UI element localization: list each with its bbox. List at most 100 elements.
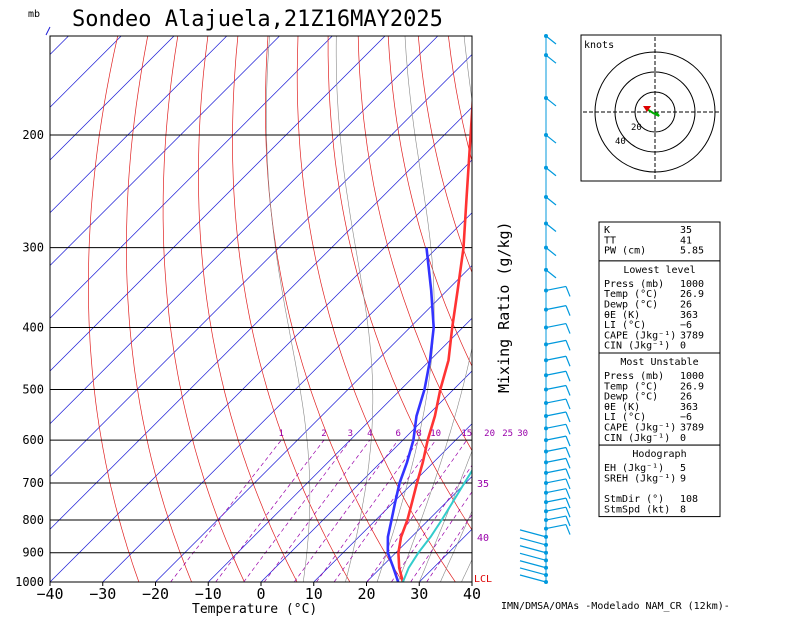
index-name: PW (cm) bbox=[604, 246, 646, 257]
index-value: 5.85 bbox=[680, 246, 704, 257]
dry-adiabat-line bbox=[296, 36, 456, 582]
wind-barb bbox=[519, 537, 547, 546]
wind-barb bbox=[545, 457, 567, 463]
index-name: Dewp (°C) bbox=[604, 392, 658, 403]
wind-barb bbox=[545, 506, 567, 512]
mixing-ratio-value: 15 bbox=[461, 429, 472, 439]
wind-barb bbox=[565, 398, 571, 410]
pressure-tick-label: 1000 bbox=[15, 575, 44, 589]
wind-barb bbox=[545, 523, 567, 530]
index-name: Press (mb) bbox=[604, 279, 664, 290]
wind-barb bbox=[519, 567, 547, 576]
dry-adiabat-line bbox=[779, 36, 800, 582]
index-name: Dewp (°C) bbox=[604, 300, 658, 311]
moist-adiabat-line bbox=[335, 36, 374, 582]
wind-barb bbox=[565, 385, 571, 396]
pressure-axis: 1000 900 800 700 600 500 400 300 200 bbox=[15, 128, 44, 589]
unit-tick bbox=[45, 26, 51, 36]
isotherm-line bbox=[50, 36, 175, 161]
dry-adiabat-line bbox=[719, 36, 800, 582]
wind-barb bbox=[545, 339, 567, 345]
isotherm-line bbox=[50, 54, 472, 477]
temperature-tick-label: 30 bbox=[410, 585, 428, 603]
wind-level-dot bbox=[544, 509, 548, 514]
temperature-tick-label: −20 bbox=[142, 585, 169, 603]
temperature-profile bbox=[397, 92, 472, 582]
mixing-ratio-axis-label: Mixing Ratio (g/kg) bbox=[495, 221, 513, 393]
isotherm-line bbox=[50, 36, 386, 372]
index-section-title: Hodograph bbox=[632, 449, 686, 460]
dry-adiabat-line bbox=[198, 36, 298, 582]
wind-barb bbox=[519, 560, 547, 569]
index-name: LI (°C) bbox=[604, 320, 646, 331]
index-value: 41 bbox=[680, 235, 692, 246]
isotherm-line bbox=[313, 423, 472, 582]
wind-barb bbox=[565, 497, 571, 509]
index-name: Temp (°C) bbox=[604, 289, 658, 300]
index-value: 26.9 bbox=[680, 381, 704, 392]
wind-barb bbox=[545, 497, 567, 503]
wind-barb bbox=[545, 488, 567, 494]
wind-barb bbox=[545, 247, 557, 257]
x-axis-label: Temperature (°C) bbox=[192, 602, 317, 617]
index-name: CAPE (Jkg⁻¹) bbox=[604, 330, 676, 341]
wind-barb bbox=[545, 322, 567, 329]
wind-barb bbox=[519, 529, 547, 538]
wind-barb bbox=[565, 506, 571, 518]
wind-barb bbox=[565, 524, 571, 535]
parcel-profile bbox=[401, 468, 472, 582]
index-value: 3789 bbox=[680, 423, 704, 434]
temperature-tick-label: −40 bbox=[36, 585, 63, 603]
isotherm-line bbox=[50, 36, 122, 108]
wind-barb bbox=[545, 269, 557, 279]
chart-title: Sondeo Alajuela,21Z16MAY2025 bbox=[72, 7, 443, 32]
mixing-ratio-labels: 1 2 3 4 6 8 10 15 20 25 30 bbox=[279, 429, 529, 439]
index-value: −6 bbox=[680, 320, 692, 331]
dry-adiabat-line bbox=[232, 36, 351, 582]
dry-adiabat-line bbox=[265, 36, 403, 582]
pressure-tick-label: 900 bbox=[22, 546, 44, 560]
wind-barbs bbox=[519, 34, 571, 584]
isotherm-line bbox=[155, 265, 472, 582]
wind-barb bbox=[545, 398, 567, 404]
lowest-level-box bbox=[598, 260, 721, 354]
wind-barb bbox=[565, 478, 571, 490]
dewpoint-profile bbox=[386, 247, 436, 582]
temperature-tick-label: 10 bbox=[305, 585, 323, 603]
pressure-tick-label: 300 bbox=[22, 241, 44, 255]
hodograph-indices-box bbox=[598, 444, 721, 518]
wind-barb bbox=[519, 574, 547, 583]
temperature-tick-label: −30 bbox=[89, 585, 116, 603]
temperature-axis: −40 −30 −20 −10 0 10 20 30 40 bbox=[36, 582, 481, 603]
moist-adiabat-line bbox=[440, 510, 472, 582]
index-name: StmSpd (kt) bbox=[604, 504, 670, 515]
wind-barb bbox=[565, 323, 571, 334]
sounding-profiles bbox=[386, 92, 472, 582]
wind-barb bbox=[545, 167, 557, 177]
index-value: 26 bbox=[680, 300, 692, 311]
footer-credit: IMN/DMSA/OMAs -Modelado NAM_CR (12km)- bbox=[501, 601, 730, 612]
temperature-tick-label: 20 bbox=[357, 585, 375, 603]
index-name: TT bbox=[604, 235, 616, 246]
dry-adiabat-line bbox=[357, 36, 472, 452]
index-value: 26 bbox=[680, 392, 692, 403]
pressure-tick-label: 400 bbox=[22, 321, 44, 335]
pressure-unit-label: mb bbox=[28, 9, 40, 20]
wind-barb bbox=[565, 411, 571, 423]
index-value: 1000 bbox=[680, 371, 704, 382]
side-labels: 35 40 bbox=[477, 479, 489, 544]
mixing-ratio-value: 8 bbox=[416, 429, 421, 439]
wind-barb bbox=[545, 223, 557, 232]
wind-barb bbox=[545, 305, 567, 311]
wind-barb bbox=[565, 488, 571, 499]
mixing-ratio-line bbox=[391, 464, 472, 582]
wind-barb bbox=[545, 355, 567, 361]
dry-adiabat-line bbox=[327, 36, 472, 531]
hodograph-ring-label: 40 bbox=[615, 137, 626, 147]
index-value: 0 bbox=[680, 433, 686, 444]
wind-barb bbox=[565, 371, 571, 382]
index-value: 26.9 bbox=[680, 289, 704, 300]
mixing-ratio-value: 10 bbox=[430, 429, 441, 439]
mixing-ratio-value: 25 bbox=[502, 429, 513, 439]
